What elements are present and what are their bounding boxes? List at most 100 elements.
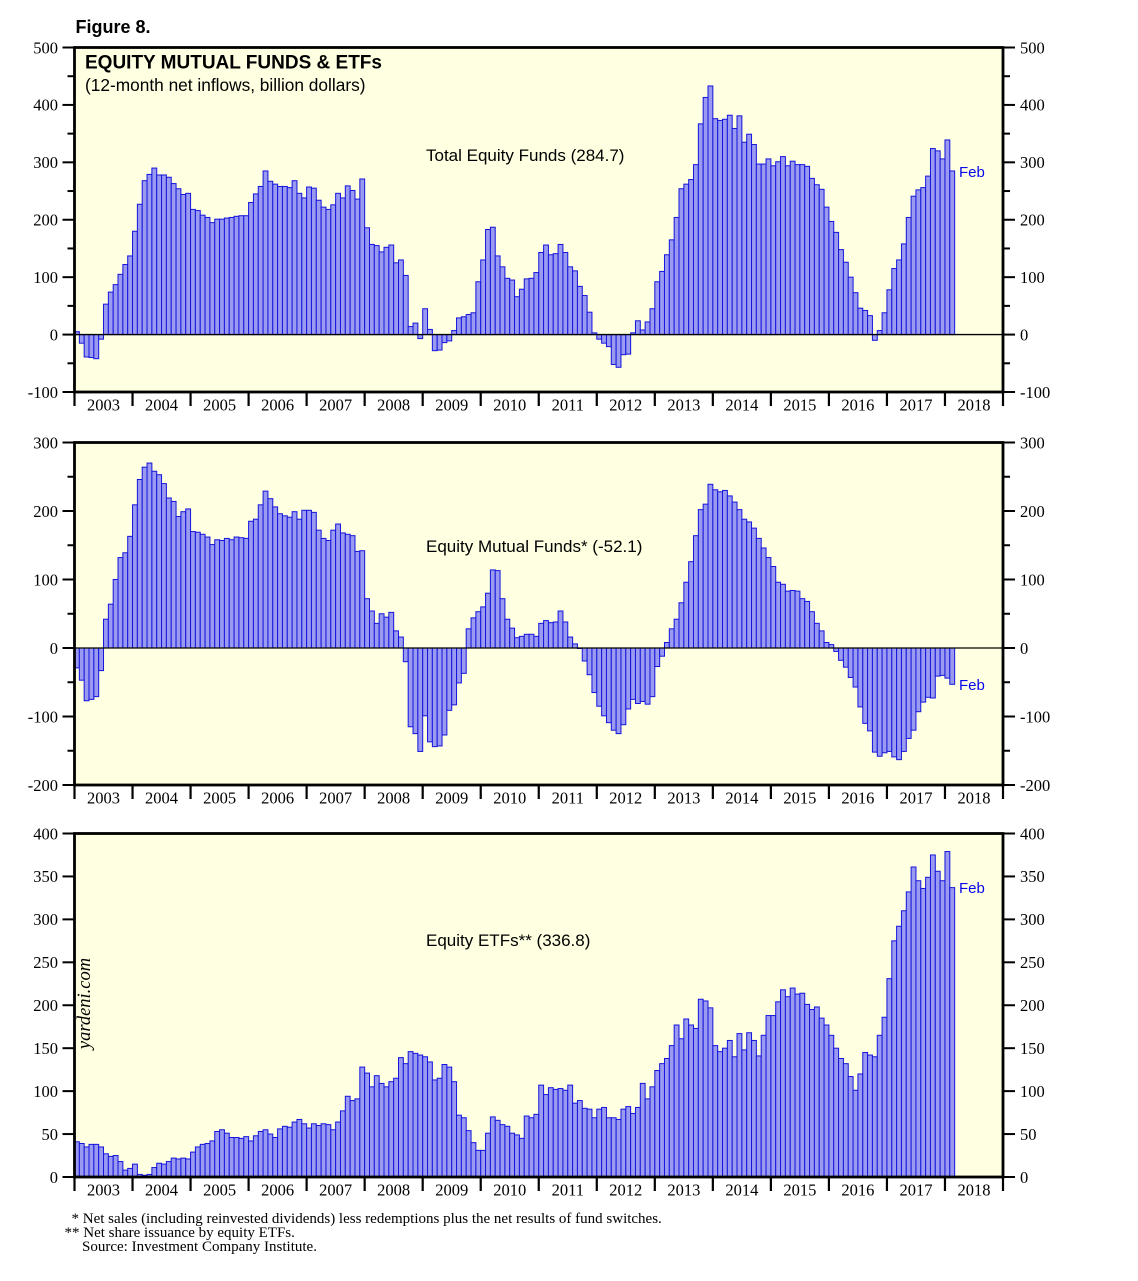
svg-text:-200: -200 (1020, 776, 1050, 795)
svg-text:-100: -100 (1020, 707, 1050, 726)
svg-text:2003: 2003 (87, 396, 120, 415)
svg-text:2007: 2007 (319, 396, 352, 415)
svg-text:200: 200 (1020, 996, 1045, 1015)
svg-text:2010: 2010 (493, 1181, 526, 1200)
svg-text:200: 200 (33, 996, 58, 1015)
svg-text:2009: 2009 (435, 1181, 468, 1200)
svg-text:-100: -100 (1020, 383, 1050, 402)
svg-text:200: 200 (33, 502, 58, 521)
svg-text:2018: 2018 (957, 396, 990, 415)
svg-text:200: 200 (1020, 502, 1045, 521)
svg-text:** Net share issuance by equit: ** Net share issuance by equity ETFs. (65, 1225, 295, 1241)
svg-text:2006: 2006 (261, 396, 294, 415)
svg-text:2005: 2005 (203, 789, 236, 808)
svg-text:100: 100 (33, 1082, 58, 1101)
svg-text:2008: 2008 (377, 396, 410, 415)
svg-text:2003: 2003 (87, 789, 120, 808)
svg-text:Equity ETFs** (336.8): Equity ETFs** (336.8) (426, 931, 590, 950)
svg-text:400: 400 (33, 824, 58, 843)
svg-text:2005: 2005 (203, 1181, 236, 1200)
svg-text:0: 0 (50, 639, 58, 658)
svg-text:Feb: Feb (959, 164, 985, 181)
svg-text:EQUITY MUTUAL FUNDS & ETFs: EQUITY MUTUAL FUNDS & ETFs (85, 53, 382, 74)
svg-text:2012: 2012 (609, 396, 642, 415)
svg-text:-200: -200 (28, 776, 58, 795)
svg-text:Total Equity Funds (284.7): Total Equity Funds (284.7) (426, 146, 624, 165)
svg-text:200: 200 (33, 211, 58, 230)
svg-text:2010: 2010 (493, 789, 526, 808)
svg-text:2017: 2017 (899, 396, 932, 415)
svg-text:2013: 2013 (667, 396, 700, 415)
svg-text:2014: 2014 (725, 789, 758, 808)
svg-text:2013: 2013 (667, 1181, 700, 1200)
svg-text:2018: 2018 (957, 789, 990, 808)
svg-text:150: 150 (1020, 1039, 1045, 1058)
svg-text:300: 300 (1020, 153, 1045, 172)
svg-text:Feb: Feb (959, 677, 985, 694)
svg-text:100: 100 (33, 570, 58, 589)
svg-text:0: 0 (50, 325, 58, 344)
svg-text:300: 300 (33, 910, 58, 929)
svg-text:2018: 2018 (957, 1181, 990, 1200)
svg-text:2015: 2015 (783, 789, 816, 808)
svg-text:2009: 2009 (435, 396, 468, 415)
svg-text:Feb: Feb (959, 880, 985, 897)
svg-text:500: 500 (33, 38, 58, 57)
svg-text:2008: 2008 (377, 789, 410, 808)
svg-text:2008: 2008 (377, 1181, 410, 1200)
svg-text:2003: 2003 (87, 1181, 120, 1200)
svg-text:* Net sales (including reinves: * Net sales (including reinvested divide… (72, 1211, 662, 1227)
svg-text:50: 50 (1020, 1125, 1037, 1144)
svg-text:2004: 2004 (145, 396, 178, 415)
svg-text:-100: -100 (28, 707, 58, 726)
svg-text:0: 0 (1020, 639, 1028, 658)
svg-text:yardeni.com: yardeni.com (75, 958, 95, 1051)
svg-text:300: 300 (1020, 910, 1045, 929)
svg-text:0: 0 (1020, 1168, 1028, 1187)
svg-text:250: 250 (1020, 953, 1045, 972)
svg-text:2010: 2010 (493, 396, 526, 415)
svg-text:Equity Mutual Funds* (-52.1): Equity Mutual Funds* (-52.1) (426, 537, 642, 556)
svg-text:250: 250 (33, 953, 58, 972)
svg-text:2011: 2011 (552, 396, 584, 415)
svg-text:2005: 2005 (203, 396, 236, 415)
svg-text:0: 0 (50, 1168, 58, 1187)
svg-text:2004: 2004 (145, 789, 178, 808)
svg-text:Figure 8.: Figure 8. (76, 17, 151, 37)
svg-text:350: 350 (1020, 867, 1045, 886)
svg-text:2006: 2006 (261, 1181, 294, 1200)
svg-text:300: 300 (33, 433, 58, 452)
svg-text:2011: 2011 (552, 789, 584, 808)
svg-text:100: 100 (33, 268, 58, 287)
svg-text:2017: 2017 (899, 789, 932, 808)
svg-text:2014: 2014 (725, 396, 758, 415)
svg-text:400: 400 (1020, 96, 1045, 115)
svg-text:400: 400 (33, 96, 58, 115)
svg-text:2013: 2013 (667, 789, 700, 808)
svg-text:150: 150 (33, 1039, 58, 1058)
svg-text:350: 350 (33, 867, 58, 886)
svg-text:100: 100 (1020, 570, 1045, 589)
svg-text:500: 500 (1020, 38, 1045, 57)
svg-text:50: 50 (42, 1125, 59, 1144)
svg-text:2017: 2017 (899, 1181, 932, 1200)
svg-text:2011: 2011 (552, 1181, 584, 1200)
svg-text:Source: Investment Company Ins: Source: Investment Company Institute. (82, 1239, 317, 1255)
svg-text:2006: 2006 (261, 789, 294, 808)
svg-text:2007: 2007 (319, 789, 352, 808)
svg-text:(12-month net inflows, billion: (12-month net inflows, billion dollars) (85, 75, 365, 95)
svg-text:0: 0 (1020, 325, 1028, 344)
svg-text:2016: 2016 (841, 396, 874, 415)
svg-text:2015: 2015 (783, 1181, 816, 1200)
svg-text:2004: 2004 (145, 1181, 178, 1200)
svg-text:-100: -100 (28, 383, 58, 402)
svg-text:2016: 2016 (841, 789, 874, 808)
svg-text:2015: 2015 (783, 396, 816, 415)
svg-text:100: 100 (1020, 268, 1045, 287)
svg-text:2014: 2014 (725, 1181, 758, 1200)
svg-text:200: 200 (1020, 211, 1045, 230)
svg-text:300: 300 (33, 153, 58, 172)
svg-text:2009: 2009 (435, 789, 468, 808)
svg-text:100: 100 (1020, 1082, 1045, 1101)
svg-text:300: 300 (1020, 433, 1045, 452)
